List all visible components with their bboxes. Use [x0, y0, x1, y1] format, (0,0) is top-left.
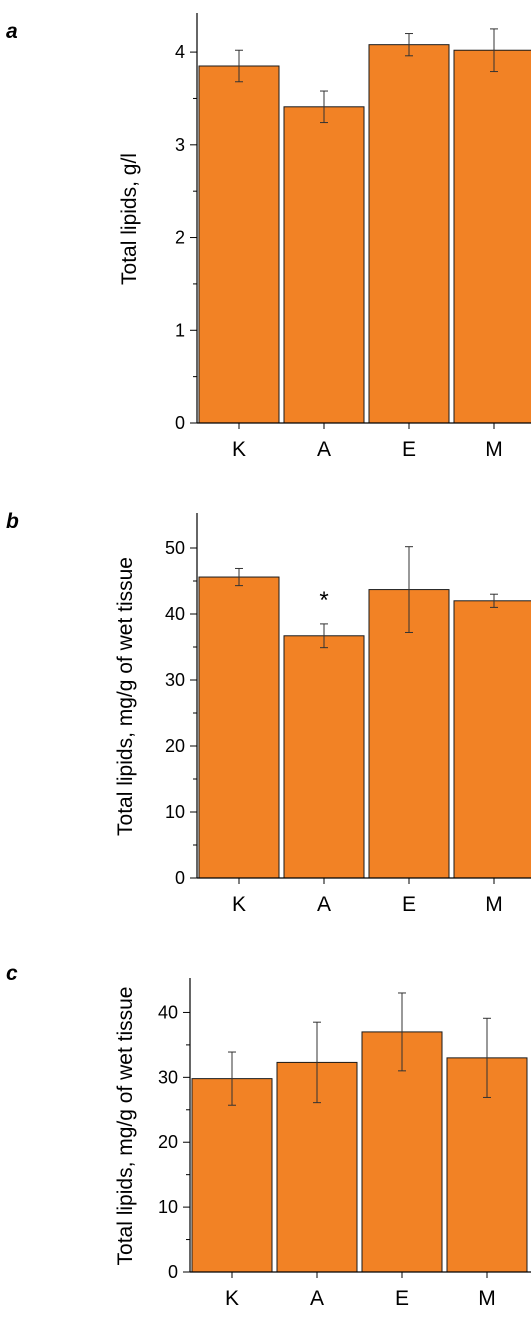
- y-tick-label: 30: [165, 670, 185, 690]
- bar: [198, 65, 280, 424]
- bar: [453, 600, 531, 879]
- y-tick-label: 20: [165, 736, 185, 756]
- panel-letter: a: [6, 20, 18, 43]
- y-tick-label: 0: [168, 1262, 178, 1282]
- y-tick-label: 0: [175, 868, 185, 888]
- category-label: M: [478, 1287, 496, 1310]
- category-label: E: [402, 893, 416, 916]
- y-tick-label: 50: [165, 538, 185, 558]
- category-label: M: [485, 893, 503, 916]
- category-label: A: [317, 893, 331, 916]
- bar: [453, 49, 531, 424]
- bar: [283, 106, 365, 424]
- category-label: K: [232, 893, 246, 916]
- category-label: E: [395, 1287, 409, 1310]
- category-label: K: [232, 438, 246, 461]
- category-label: M: [485, 438, 503, 461]
- y-axis-label: Total lipids, mg/g of wet tissue: [114, 987, 137, 1266]
- y-tick-label: 30: [158, 1067, 178, 1087]
- y-tick-label: 2: [175, 228, 185, 248]
- y-axis-label: Total lipids, mg/g of wet tissue: [114, 557, 137, 836]
- bar: [191, 1078, 273, 1273]
- bar: [361, 1031, 443, 1273]
- panel-letter: c: [6, 962, 18, 985]
- y-tick-label: 0: [175, 413, 185, 433]
- y-tick-label: 3: [175, 135, 185, 155]
- category-label: E: [402, 438, 416, 461]
- y-tick-label: 10: [165, 802, 185, 822]
- y-tick-label: 40: [165, 604, 185, 624]
- y-tick-label: 40: [158, 1002, 178, 1022]
- bar: [198, 576, 280, 879]
- category-label: K: [225, 1287, 239, 1310]
- y-tick-label: 1: [175, 320, 185, 340]
- bar: [283, 635, 365, 879]
- bar: [368, 44, 450, 424]
- panel-letter: b: [6, 510, 19, 533]
- y-tick-label: 10: [158, 1197, 178, 1217]
- y-tick-label: 4: [175, 42, 185, 62]
- category-label: A: [317, 438, 331, 461]
- category-label: A: [310, 1287, 324, 1310]
- significance-marker: *: [319, 587, 328, 614]
- y-axis-label: Total lipids, g/l: [118, 153, 141, 285]
- y-tick-label: 20: [158, 1132, 178, 1152]
